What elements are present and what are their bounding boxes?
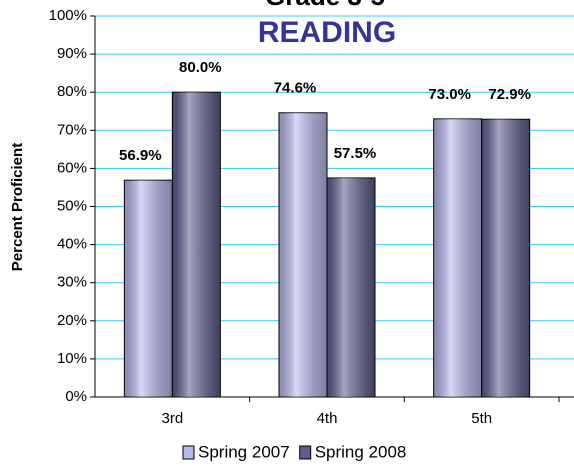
x-tick-label: 3rd [161,410,183,427]
y-tick-label: 40% [57,236,87,253]
x-tick-label: 5th [471,410,492,427]
value-label: 74.6% [274,80,317,97]
y-tick-label: 60% [57,159,87,176]
value-label: 73.0% [428,86,471,103]
y-tick-label: 70% [57,121,87,138]
chart-subtitle: READING [258,16,396,49]
bar [278,112,328,398]
y-tick-label: 10% [57,350,87,367]
y-tick-label: 50% [57,197,87,214]
x-tick-label: 4th [317,410,338,427]
bar [123,179,173,398]
y-tick-label: 90% [57,45,87,62]
bar [171,91,221,398]
bar [481,118,531,398]
bar [326,177,376,398]
y-tick-label: 0% [65,388,87,405]
legend-label: Spring 2007 [198,442,290,461]
value-label: 57.5% [334,145,377,162]
legend-swatch [182,445,195,460]
value-label: 72.9% [488,86,531,103]
chart-title: Grade 3-5 [265,0,385,11]
value-label: 80.0% [179,59,222,76]
y-axis-label: Percent Proficient [9,143,26,271]
legend-swatch [299,445,312,460]
y-tick-label: 30% [57,274,87,291]
y-tick-label: 100% [49,7,87,24]
y-tick-label: 20% [57,312,87,329]
value-label: 56.9% [119,147,162,164]
y-tick-label: 80% [57,83,87,100]
legend-label: Spring 2008 [315,442,407,461]
bar [433,118,483,398]
